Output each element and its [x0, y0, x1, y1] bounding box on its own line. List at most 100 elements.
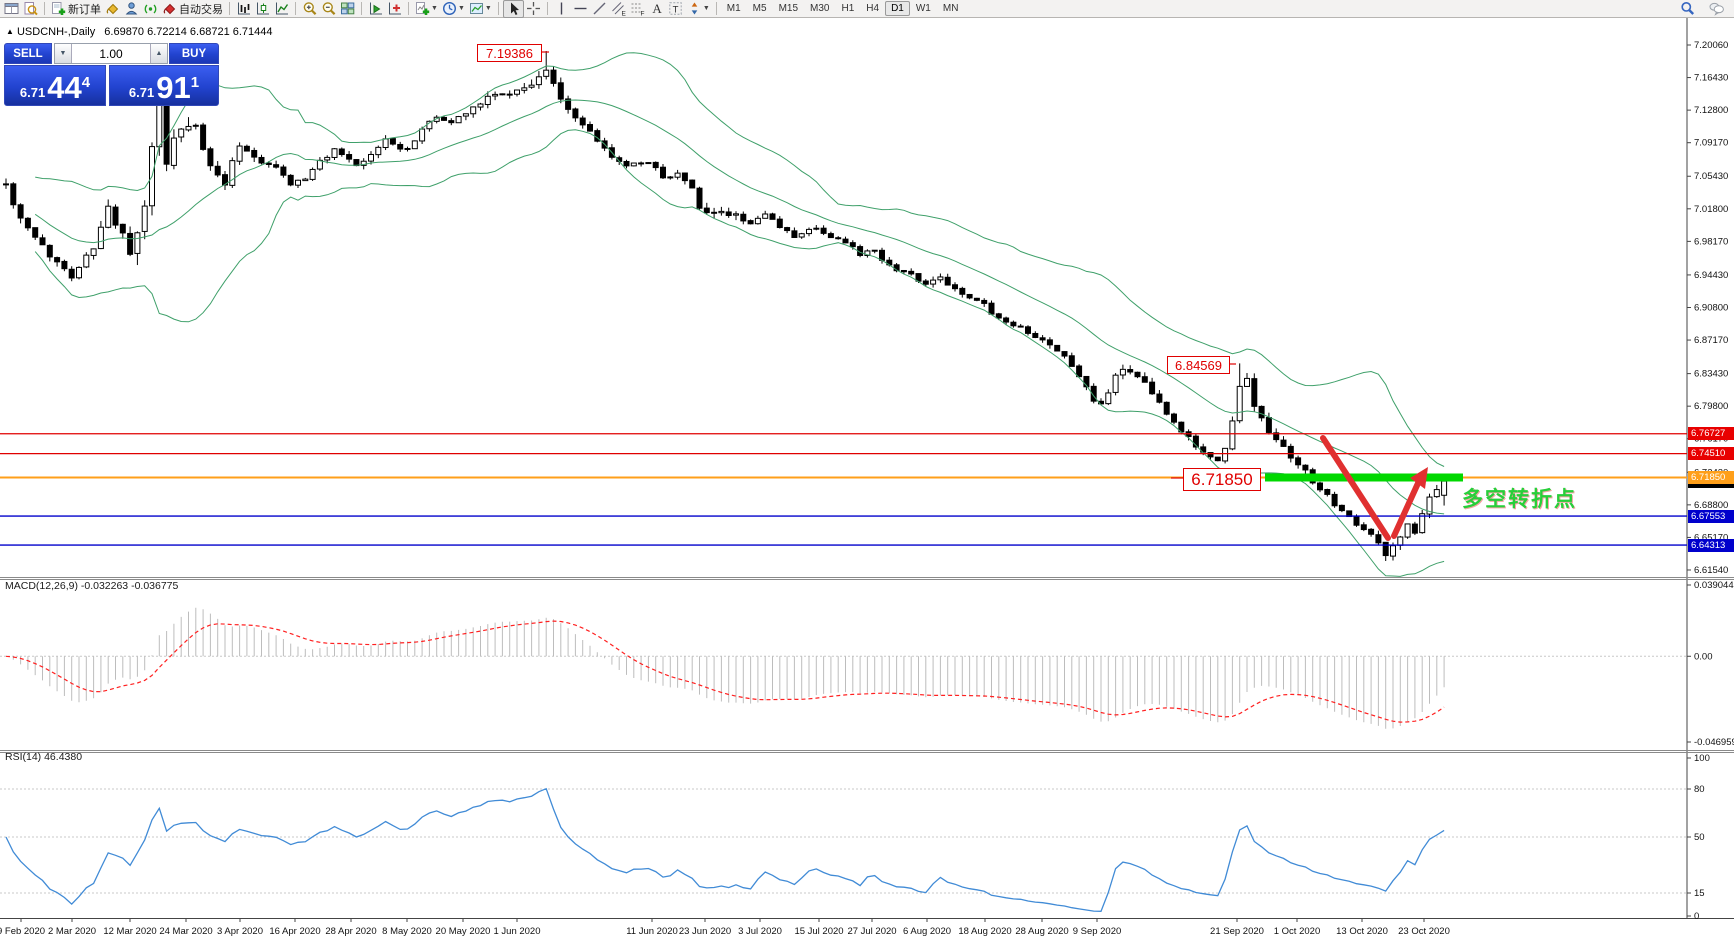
chart-symbol-period: USDCNH-,Daily: [16, 26, 96, 38]
toolbar-separator: [497, 2, 499, 15]
price-annotation-label[interactable]: 7.19386: [477, 44, 542, 62]
search-button[interactable]: [1678, 1, 1697, 17]
indicators-button[interactable]: ▼: [413, 1, 440, 17]
buy-price[interactable]: 6.71 91 1: [109, 65, 219, 106]
new-order-button-label: 新订单: [68, 3, 101, 16]
toolbar-separator: [295, 2, 296, 15]
collapse-icon[interactable]: ▲: [6, 27, 14, 36]
svg-text:6 Aug 2020: 6 Aug 2020: [903, 926, 951, 937]
sell-price-pip: 4: [81, 74, 91, 91]
svg-text:-0.046959: -0.046959: [1694, 737, 1734, 748]
svg-text:80: 80: [1694, 784, 1705, 795]
candlestick-chart-button[interactable]: [253, 1, 272, 17]
svg-text:100: 100: [1694, 753, 1710, 764]
svg-text:8 May 2020: 8 May 2020: [382, 926, 432, 937]
macd-indicator-label: MACD(12,26,9) -0.032263 -0.036775: [5, 580, 179, 592]
chart-shift-button[interactable]: [385, 1, 404, 17]
community-button[interactable]: [122, 1, 141, 17]
toolbar-separator: [546, 2, 548, 15]
svg-text:27 Jul 2020: 27 Jul 2020: [847, 926, 896, 937]
timeframe-button-mn[interactable]: MN: [942, 3, 959, 14]
volume-input[interactable]: [72, 44, 150, 63]
chat-button[interactable]: [1707, 1, 1726, 17]
timeframe-button-m5[interactable]: M5: [752, 3, 767, 14]
volume-decrease-button[interactable]: ▼: [55, 44, 72, 63]
chevron-down-icon[interactable]: ▼: [484, 5, 492, 12]
toolbar-separator: [715, 2, 717, 15]
buy-button[interactable]: BUY: [169, 43, 219, 64]
chart-canvas[interactable]: 7.20060 7.16430 7.12800 7.09170 7.05430 7.018…: [0, 18, 1734, 943]
svg-text:6.90800: 6.90800: [1694, 302, 1728, 313]
svg-text:7.16430: 7.16430: [1694, 73, 1728, 84]
tile-windows-button[interactable]: [338, 1, 357, 17]
svg-text:21 Sep 2020: 21 Sep 2020: [1210, 926, 1264, 937]
timeframe-button-h1[interactable]: H1: [841, 3, 855, 14]
cursor-icon: [510, 2, 519, 15]
timeframe-button-m30[interactable]: M30: [810, 3, 830, 14]
sell-button[interactable]: SELL: [4, 43, 52, 64]
channel-button[interactable]: E: [609, 1, 628, 17]
price-annotation-label[interactable]: 6.71850: [1183, 468, 1261, 491]
fibonacci-icon: F: [631, 3, 644, 16]
autotrade-button-label: 自动交易: [179, 3, 223, 16]
svg-text:E: E: [621, 11, 626, 17]
svg-text:7.05430: 7.05430: [1694, 171, 1728, 182]
horizontal-line-button[interactable]: [571, 1, 590, 17]
timeframe-button-d1[interactable]: D1: [885, 1, 910, 16]
text-icon: A: [652, 1, 662, 16]
chevron-down-icon[interactable]: ▼: [702, 5, 710, 12]
new-order-button[interactable]: 新订单: [49, 1, 103, 17]
svg-text:T: T: [672, 5, 678, 16]
volume-increase-button[interactable]: ▲: [150, 44, 167, 63]
timeframe-button-m15[interactable]: M15: [778, 3, 799, 14]
styler-button[interactable]: [103, 1, 122, 17]
data-window-icon: [4, 3, 19, 14]
zoom-out-button[interactable]: [319, 1, 338, 17]
fibonacci-button[interactable]: F: [628, 1, 647, 17]
line-chart-button[interactable]: [272, 1, 291, 17]
channel-icon: E: [611, 2, 626, 17]
svg-text:6.65170: 6.65170: [1694, 532, 1728, 543]
buy-price-prefix: 6.71: [128, 85, 155, 100]
svg-text:28 Aug 2020: 28 Aug 2020: [1015, 926, 1068, 937]
chat-icon: [1709, 2, 1724, 16]
timeframe-button-w1[interactable]: W1: [915, 3, 931, 14]
data-window-button[interactable]: [2, 1, 21, 17]
price-annotation-label[interactable]: 6.84569: [1167, 356, 1230, 374]
cursor-button[interactable]: [502, 0, 524, 18]
zoom-in-button[interactable]: [300, 1, 319, 17]
svg-text:11 Jun 2020: 11 Jun 2020: [626, 926, 678, 937]
print-preview-icon: [24, 2, 38, 16]
community-icon: [125, 2, 138, 15]
chevron-down-icon[interactable]: ▼: [431, 5, 438, 12]
chevron-down-icon[interactable]: ▼: [457, 5, 465, 12]
toolbar-separator: [44, 2, 45, 15]
svg-text:2 Mar 2020: 2 Mar 2020: [48, 926, 96, 937]
print-preview-button[interactable]: [21, 1, 40, 17]
signals-button[interactable]: [141, 1, 160, 17]
periods-button[interactable]: ▼: [440, 1, 467, 17]
svg-text:15: 15: [1694, 888, 1705, 899]
bar-chart-button[interactable]: [234, 1, 253, 17]
bull-bear-pivot-note[interactable]: 多空转折点: [1462, 488, 1577, 511]
svg-text:1 Oct 2020: 1 Oct 2020: [1274, 926, 1320, 937]
timeframe-button-m1[interactable]: M1: [726, 3, 741, 14]
text-button[interactable]: A: [647, 1, 666, 17]
autotrade-button[interactable]: 自动交易: [160, 1, 225, 17]
svg-text:16 Apr 2020: 16 Apr 2020: [269, 926, 320, 937]
auto-scroll-button[interactable]: [366, 1, 385, 17]
text-label-button[interactable]: T: [666, 1, 685, 17]
vertical-line-button[interactable]: [552, 1, 571, 17]
timeframe-button-h4[interactable]: H4: [866, 3, 880, 14]
svg-text:6.68800: 6.68800: [1694, 500, 1728, 511]
svg-text:7.12800: 7.12800: [1694, 105, 1728, 116]
svg-text:24 Mar 2020: 24 Mar 2020: [159, 926, 212, 937]
templates-button[interactable]: ▼: [467, 1, 494, 17]
arrows-button[interactable]: ▼: [685, 1, 712, 17]
svg-text:6.79800: 6.79800: [1694, 401, 1728, 412]
trendline-button[interactable]: [590, 1, 609, 17]
indicators-icon: [416, 2, 430, 15]
crosshair-icon: [526, 2, 540, 15]
sell-price[interactable]: 6.71 44 4: [4, 65, 106, 106]
crosshair-button[interactable]: [524, 1, 543, 17]
